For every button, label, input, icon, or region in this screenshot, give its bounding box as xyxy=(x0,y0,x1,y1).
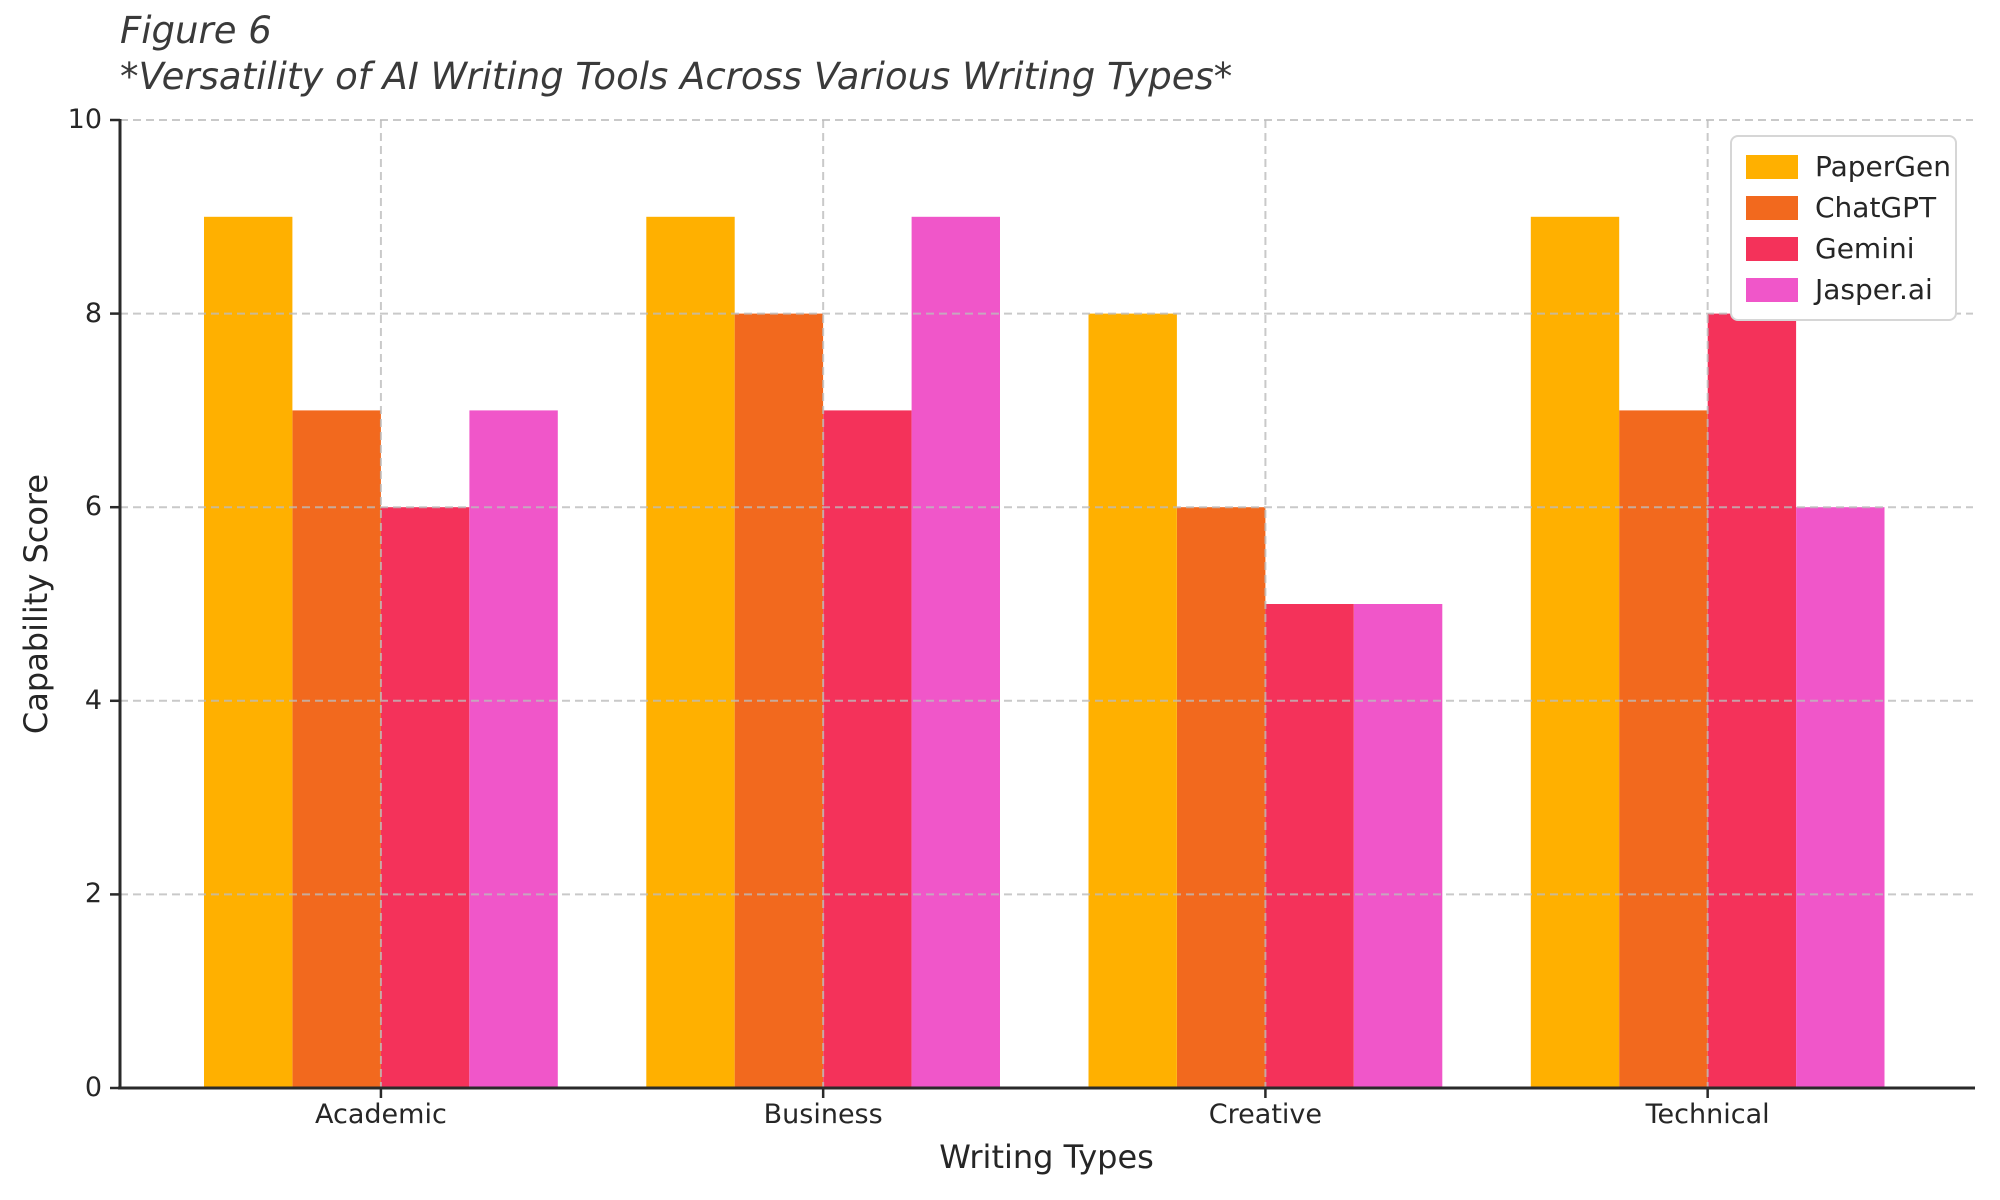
legend-item-jasper.ai: Jasper.ai xyxy=(1742,269,1945,310)
legend-swatch-gemini xyxy=(1746,236,1798,261)
y-tick-label-0: 0 xyxy=(84,1072,102,1103)
legend-swatch-papergen xyxy=(1746,154,1798,179)
chart-title: Figure 6 *Versatility of AI Writing Tool… xyxy=(120,8,1232,100)
x-tick-label-business: Business xyxy=(763,1099,883,1130)
legend-label-chatgpt: ChatGPT xyxy=(1815,191,1937,224)
bar-technical-chatgpt xyxy=(1619,410,1708,1088)
legend-label-gemini: Gemini xyxy=(1815,232,1915,265)
bar-business-papergen xyxy=(646,216,735,1089)
bar-creative-jasper.ai xyxy=(1353,604,1443,1088)
bar-creative-chatgpt xyxy=(1177,507,1266,1088)
y-tick-label-2: 2 xyxy=(84,878,102,910)
legend-label-papergen: PaperGen xyxy=(1815,150,1951,183)
legend-swatch-chatgpt xyxy=(1746,195,1798,220)
x-tick-label-academic: Academic xyxy=(315,1099,447,1130)
legend-swatch-jasper.ai xyxy=(1746,277,1798,302)
bar-creative-gemini xyxy=(1265,604,1354,1088)
bar-business-gemini xyxy=(823,410,912,1088)
x-tick-label-creative: Creative xyxy=(1208,1099,1322,1130)
y-tick-label-4: 4 xyxy=(84,684,102,716)
legend-item-gemini: Gemini xyxy=(1742,228,1945,269)
bar-academic-papergen xyxy=(204,216,293,1089)
bar-academic-gemini xyxy=(380,507,470,1088)
bar-business-jasper.ai xyxy=(911,216,1000,1089)
legend: PaperGen ChatGPT Gemini Jasper.ai xyxy=(1730,135,1957,321)
y-tick-label-8: 8 xyxy=(84,297,102,329)
bar-technical-jasper.ai xyxy=(1796,507,1885,1088)
chart-title-line2: *Versatility of AI Writing Tools Across … xyxy=(120,55,1233,98)
legend-item-chatgpt: ChatGPT xyxy=(1742,187,1945,228)
legend-item-papergen: PaperGen xyxy=(1742,146,1951,187)
x-axis-label: Writing Types xyxy=(939,1138,1154,1176)
legend-label-jasper.ai: Jasper.ai xyxy=(1815,273,1933,306)
y-tick-label-10: 10 xyxy=(67,104,102,135)
y-tick-label-6: 6 xyxy=(84,491,102,523)
chart-title-line1: Figure 6 xyxy=(120,9,272,52)
bar-technical-papergen xyxy=(1530,216,1620,1089)
x-tick-label-technical: Technical xyxy=(1645,1099,1770,1130)
bar-academic-chatgpt xyxy=(292,410,381,1088)
bar-academic-jasper.ai xyxy=(469,410,558,1088)
